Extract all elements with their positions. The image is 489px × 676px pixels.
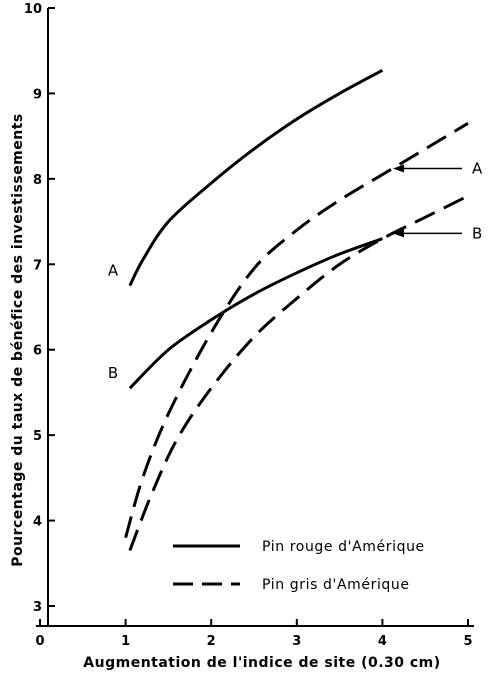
legend-label-dashed: Pin gris d'Amérique bbox=[262, 577, 410, 593]
y-tick-label: 9 bbox=[33, 87, 42, 102]
legend-label-solid: Pin rouge d'Amérique bbox=[262, 539, 425, 555]
y-tick-label: 3 bbox=[33, 600, 42, 615]
curve-labels: A B A B bbox=[108, 159, 483, 382]
curve-label: B bbox=[108, 364, 118, 382]
curve-label: A bbox=[108, 262, 119, 280]
x-tick-label: 5 bbox=[463, 634, 472, 649]
y-tick-label: 8 bbox=[33, 173, 42, 188]
y-tick-label: 4 bbox=[33, 515, 42, 530]
curve-label-arrowhead bbox=[392, 164, 404, 173]
y-tick-label: 5 bbox=[33, 429, 42, 444]
legend: Pin rouge d'Amérique Pin gris d'Amérique bbox=[173, 539, 425, 593]
y-tick-label: 6 bbox=[33, 344, 42, 359]
x-tick-label: 4 bbox=[378, 634, 387, 649]
x-ticks: 0 1 2 3 4 5 bbox=[35, 619, 473, 649]
y-axis-title: Pourcentage du taux de bénéfice des inve… bbox=[10, 113, 26, 567]
series-line-pin-rouge-a bbox=[128, 69, 384, 287]
series-layer bbox=[124, 69, 469, 552]
curve-label: B bbox=[472, 224, 482, 242]
series-line-pin-gris-b bbox=[128, 194, 469, 552]
y-tick-label: 10 bbox=[24, 2, 42, 17]
x-tick-label: 2 bbox=[207, 634, 216, 649]
x-axis-title: Augmentation de l'indice de site (0.30 c… bbox=[83, 655, 440, 671]
y-tick-label: 7 bbox=[33, 258, 42, 273]
x-tick-label: 1 bbox=[121, 634, 130, 649]
x-tick-label: 0 bbox=[35, 634, 44, 649]
y-ticks: 3 4 5 6 7 8 9 10 bbox=[24, 2, 55, 615]
series-line-pin-gris-a bbox=[124, 122, 469, 539]
curve-label-arrowhead bbox=[392, 229, 404, 238]
series-line-pin-rouge-b bbox=[128, 237, 383, 390]
curve-label: A bbox=[472, 159, 483, 177]
x-tick-label: 3 bbox=[292, 634, 301, 649]
